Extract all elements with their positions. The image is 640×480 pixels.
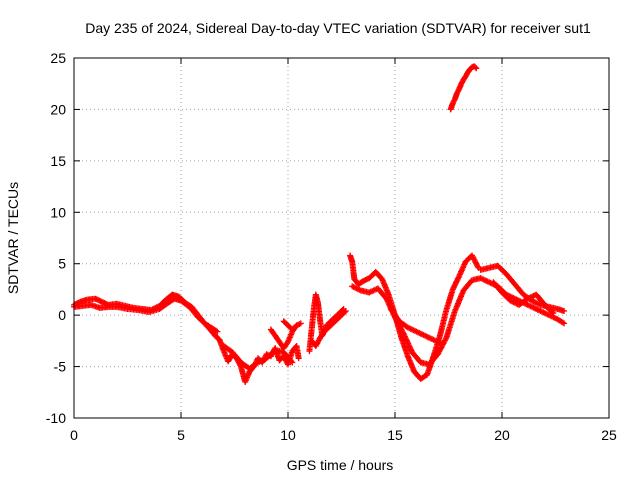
x-tick-label: 10 bbox=[280, 427, 296, 443]
data-point-marker bbox=[549, 309, 556, 316]
data-series-arc-7 bbox=[477, 262, 568, 314]
data-series-arc-5b bbox=[308, 308, 349, 349]
x-tick-label: 15 bbox=[387, 427, 403, 443]
data-series-arc-2b bbox=[220, 343, 296, 372]
data-series-arc-8 bbox=[447, 63, 480, 113]
data-point-marker bbox=[472, 64, 479, 71]
data-point-marker bbox=[453, 278, 460, 285]
data-point-marker bbox=[288, 358, 295, 365]
y-tick-label: -5 bbox=[54, 359, 67, 375]
plot-border bbox=[73, 57, 610, 419]
data-point-marker bbox=[561, 308, 568, 314]
data-point-marker bbox=[341, 309, 348, 316]
x-tick-label: 0 bbox=[70, 427, 78, 443]
y-axis-title: SDTVAR / TECUs bbox=[5, 182, 21, 294]
data-point-marker bbox=[561, 320, 568, 327]
data-point-marker bbox=[439, 340, 446, 347]
grid-lines bbox=[74, 58, 609, 418]
data-point-marker bbox=[214, 328, 221, 335]
axis-ticks: 0 5 10 15 20 25 -10 -5 0 5 10 15 20 25 bbox=[46, 50, 617, 443]
y-tick-label: 0 bbox=[58, 307, 66, 323]
x-tick-label: 20 bbox=[494, 427, 510, 443]
data-point-marker bbox=[295, 355, 302, 362]
data-series-arc-4 bbox=[280, 318, 304, 333]
chart-title: Day 235 of 2024, Sidereal Day-to-day VTE… bbox=[85, 20, 591, 36]
data-series-arc-6 bbox=[347, 252, 482, 382]
data-point-marker bbox=[473, 65, 480, 72]
y-tick-label: -10 bbox=[46, 410, 66, 426]
y-tick-label: 20 bbox=[50, 101, 66, 117]
data-point-marker bbox=[474, 263, 481, 270]
data-series-arc-6c bbox=[387, 306, 446, 347]
data-series-arc-7b bbox=[490, 279, 557, 317]
y-tick-label: 5 bbox=[58, 256, 66, 272]
y-tick-label: 10 bbox=[50, 204, 66, 220]
data-point-marker bbox=[559, 319, 566, 326]
y-tick-label: 25 bbox=[50, 50, 66, 66]
data-series-arc-6b bbox=[349, 275, 568, 368]
x-axis-title: GPS time / hours bbox=[287, 457, 394, 473]
data-layer bbox=[71, 63, 568, 385]
data-point-marker bbox=[550, 310, 557, 317]
data-point-marker bbox=[297, 320, 304, 327]
x-tick-label: 25 bbox=[601, 427, 617, 443]
data-point-marker bbox=[450, 285, 457, 292]
x-tick-label: 5 bbox=[177, 427, 185, 443]
y-tick-label: 15 bbox=[50, 153, 66, 169]
data-point-marker bbox=[442, 336, 449, 343]
data-point-marker bbox=[342, 308, 349, 314]
data-point-marker bbox=[289, 359, 296, 366]
data-series-arc-1b bbox=[71, 295, 219, 339]
